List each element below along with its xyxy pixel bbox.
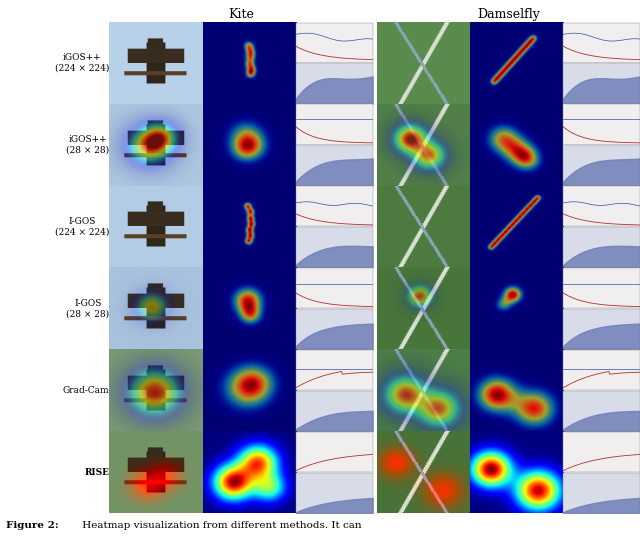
Text: RISE: RISE — [84, 468, 109, 477]
Text: I-GOS
(224 × 224): I-GOS (224 × 224) — [55, 217, 109, 236]
Text: Damselfly: Damselfly — [477, 8, 540, 21]
Text: Kite: Kite — [228, 8, 254, 21]
Text: Heatmap visualization from different methods. It can: Heatmap visualization from different met… — [79, 521, 361, 529]
Text: iGOS++
(28 × 28): iGOS++ (28 × 28) — [67, 135, 109, 154]
Text: iGOS++
(224 × 224): iGOS++ (224 × 224) — [55, 53, 109, 72]
Text: Grad-Cam: Grad-Cam — [63, 386, 109, 395]
Text: Figure 2:: Figure 2: — [6, 521, 59, 529]
Text: I-GOS
(28 × 28): I-GOS (28 × 28) — [67, 299, 109, 318]
